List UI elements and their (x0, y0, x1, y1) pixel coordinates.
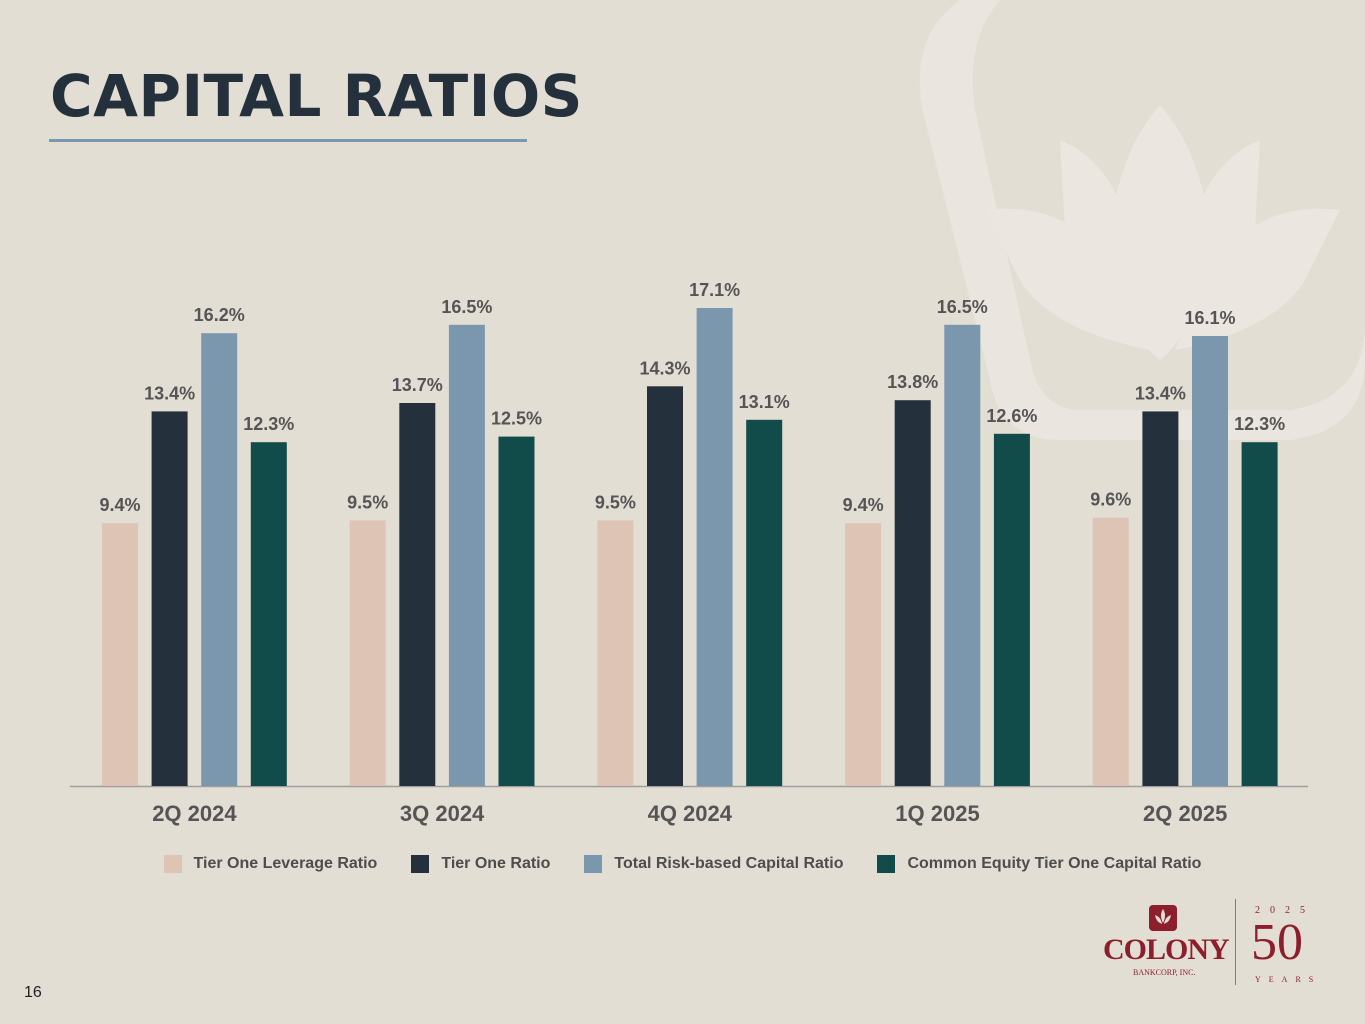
data-label: 9.5% (595, 492, 636, 512)
x-tick-label: 1Q 2025 (895, 801, 979, 826)
company-logo: COLONY BANKCORP, INC. 2025 50 YEARS (1095, 895, 1335, 990)
data-label: 13.8% (887, 372, 938, 392)
bar (349, 520, 386, 786)
bar (993, 433, 1030, 786)
data-label: 16.1% (1184, 308, 1235, 328)
logo-subtitle: BANKCORP, INC. (1133, 968, 1196, 977)
bar (944, 324, 981, 786)
data-label: 12.3% (243, 414, 294, 434)
bar (1241, 442, 1278, 786)
legend-label: Common Equity Tier One Capital Ratio (907, 855, 1202, 872)
anniversary-label: YEARS (1255, 975, 1322, 984)
legend-swatch (584, 855, 603, 873)
x-tick-label: 3Q 2024 (400, 801, 485, 826)
legend-item: Common Equity Tier One Capital Ratio (877, 855, 1201, 873)
data-label: 13.4% (1135, 383, 1186, 403)
data-label: 16.5% (937, 297, 988, 317)
data-label: 9.4% (843, 495, 884, 515)
bar (647, 386, 683, 786)
legend-label: Total Risk-based Capital Ratio (614, 855, 844, 872)
data-label: 14.3% (639, 358, 690, 378)
page-title: CAPITAL RATIOS (50, 62, 583, 130)
bar (448, 324, 485, 786)
legend-swatch (163, 855, 182, 873)
data-label: 13.4% (144, 383, 195, 403)
bar (894, 400, 931, 786)
bar (746, 419, 783, 786)
legend-item: Tier One Leverage Ratio (163, 855, 378, 873)
bar (399, 403, 436, 786)
chart-legend: Tier One Leverage Ratio Tier One Ratio Tot… (0, 855, 1365, 873)
legend-label: Tier One Leverage Ratio (193, 855, 378, 872)
bar (597, 520, 634, 786)
legend-swatch (411, 855, 430, 873)
anniversary-number: 50 (1251, 914, 1303, 971)
page-number: 16 (24, 984, 42, 1001)
data-label: 12.5% (491, 409, 542, 429)
legend-label: Tier One Ratio (441, 855, 551, 872)
bar (1192, 336, 1228, 786)
logo-name: COLONY (1103, 933, 1230, 966)
legend-swatch (877, 855, 896, 873)
data-label: 16.5% (441, 297, 492, 317)
data-label: 16.2% (194, 305, 245, 325)
bar (845, 523, 882, 786)
bar (250, 442, 287, 786)
anniversary-year: 2025 (1255, 905, 1315, 916)
data-label: 9.6% (1090, 490, 1131, 510)
capital-ratios-chart: 9.4% 13.4% 16.2% 12.3% 2Q 2024 9.5% 13.7% 16.5%… (70, 280, 1308, 826)
legend-item: Total Risk-based Capital Ratio (584, 855, 843, 873)
legend-item: Tier One Ratio (411, 855, 550, 873)
bar (102, 523, 138, 786)
bar (201, 333, 238, 786)
data-label: 12.3% (1234, 414, 1285, 434)
data-label: 13.7% (392, 375, 443, 395)
bar (151, 411, 188, 786)
x-tick-label: 2Q 2024 (152, 801, 237, 826)
lotus-icon (1149, 905, 1177, 931)
data-label: 13.1% (739, 392, 790, 412)
data-label: 17.1% (689, 280, 740, 300)
logo-divider (1235, 899, 1236, 985)
title-underline (49, 139, 527, 142)
data-label: 12.6% (986, 406, 1037, 426)
data-label: 9.5% (347, 492, 388, 512)
bar (1142, 411, 1179, 786)
x-tick-label: 4Q 2024 (648, 801, 733, 826)
bar (1092, 517, 1129, 786)
data-label: 9.4% (99, 495, 140, 515)
bar (696, 308, 733, 786)
x-tick-label: 2Q 2025 (1143, 801, 1227, 826)
bar (498, 436, 535, 786)
